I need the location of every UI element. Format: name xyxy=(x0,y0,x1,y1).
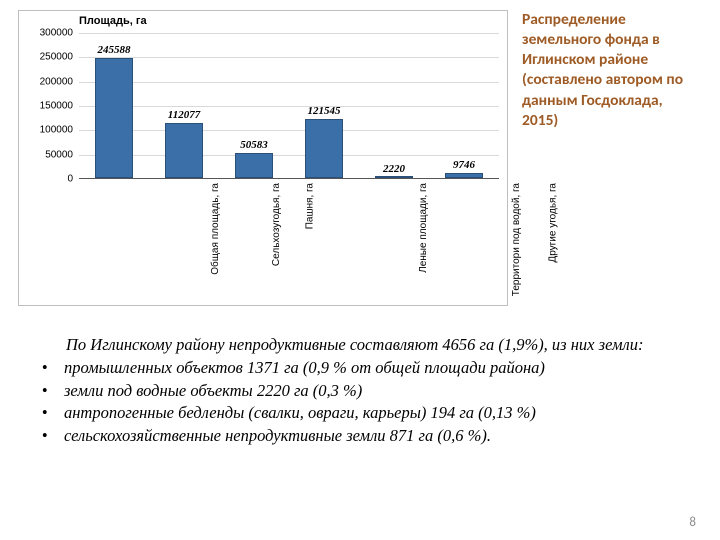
bar xyxy=(305,119,344,178)
x-tick-label: Пашня, га xyxy=(304,183,315,229)
x-axis-labels: Общая площадь, га Сельхозугодья, га Пашня,… xyxy=(79,183,499,303)
bar xyxy=(375,176,414,178)
bar-value-label: 112077 xyxy=(168,109,200,121)
chart-plot: 0500001000001500002000002500003000002455… xyxy=(79,33,499,179)
bar-value-label: 245588 xyxy=(98,44,131,56)
y-tick-label: 150000 xyxy=(23,101,73,112)
y-axis-title: Площадь, га xyxy=(79,15,147,27)
list-item: земли под водные объекты 2220 га (0,3 %) xyxy=(60,380,682,401)
bar xyxy=(95,58,134,178)
gridline xyxy=(79,106,499,107)
body-text: По Иглинскому району непродуктивные сост… xyxy=(0,306,720,446)
y-tick-label: 50000 xyxy=(23,149,73,160)
bullet-list: промышленных объектов 1371 га (0,9 % от … xyxy=(38,357,682,446)
gridline xyxy=(79,57,499,58)
y-tick-label: 200000 xyxy=(23,76,73,87)
gridline xyxy=(79,155,499,156)
x-tick-label: Леные площади, га xyxy=(418,183,429,273)
gridline xyxy=(79,82,499,83)
gridline xyxy=(79,33,499,34)
paragraph: По Иглинскому району непродуктивные сост… xyxy=(38,334,682,355)
y-tick-label: 250000 xyxy=(23,52,73,63)
chart-container: Площадь, га 0500001000001500002000002500… xyxy=(18,10,508,306)
page-number: 8 xyxy=(689,515,696,530)
y-tick-label: 0 xyxy=(23,174,73,185)
x-tick-label: Сельхозугодья, га xyxy=(271,183,282,266)
x-tick-label: Другие угодья, га xyxy=(548,183,559,263)
bar-value-label: 2220 xyxy=(383,163,405,175)
y-tick-label: 300000 xyxy=(23,28,73,39)
x-tick-label: Общая площадь, га xyxy=(210,183,221,275)
bar xyxy=(165,123,204,178)
bar-value-label: 50583 xyxy=(240,139,268,151)
chart-title: Распределение земельного фонда в Иглинск… xyxy=(508,10,698,306)
x-tick-label: Территори под водой, га xyxy=(511,183,522,296)
list-item: промышленных объектов 1371 га (0,9 % от … xyxy=(60,357,682,378)
list-item: антропогенные бедленды (свалки, овраги, … xyxy=(60,402,682,423)
list-item: сельскохозяйственные непродуктивные земл… xyxy=(60,425,682,446)
gridline xyxy=(79,130,499,131)
bar-value-label: 121545 xyxy=(308,105,341,117)
bar xyxy=(445,173,484,178)
bar xyxy=(235,153,274,178)
y-tick-label: 100000 xyxy=(23,125,73,136)
bar-value-label: 9746 xyxy=(453,159,475,171)
